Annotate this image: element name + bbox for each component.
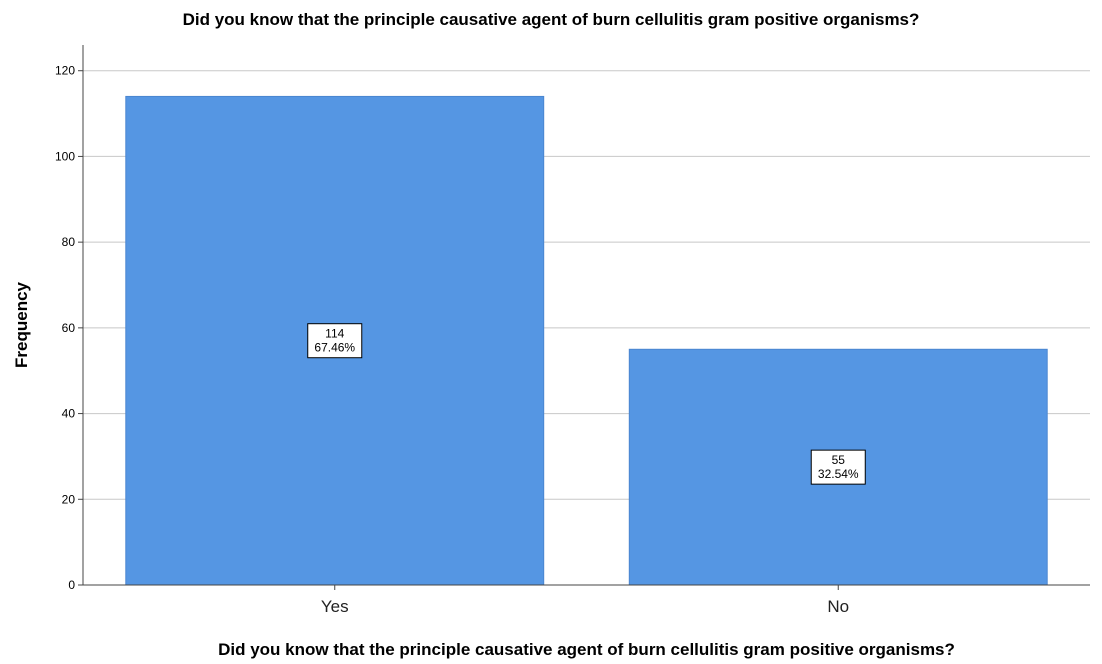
y-tick-label: 60 — [62, 321, 76, 335]
data-label-percent: 32.54% — [818, 467, 859, 481]
x-tick-label: No — [827, 597, 849, 616]
y-tick-label: 20 — [62, 492, 76, 506]
chart-title: Did you know that the principle causativ… — [182, 10, 920, 29]
x-tick-label: Yes — [321, 597, 349, 616]
data-label-percent: 67.46% — [314, 341, 355, 355]
y-tick-label: 80 — [62, 235, 76, 249]
y-axis-title: Frequency — [12, 281, 31, 368]
y-tick-label: 100 — [55, 149, 75, 163]
data-label-box — [307, 323, 363, 359]
bars — [125, 95, 1048, 586]
y-axis-ticks: 0 20 40 60 80 100 120 — [55, 64, 83, 592]
y-tick-label: 120 — [55, 64, 75, 78]
x-axis-title: Did you know that the principle causativ… — [218, 640, 955, 659]
x-axis-ticks: Yes No — [321, 585, 849, 616]
data-label-count: 114 — [325, 327, 344, 341]
data-label-box — [810, 449, 866, 485]
y-tick-label: 0 — [68, 578, 75, 592]
data-label-count: 55 — [832, 453, 846, 467]
y-tick-label: 40 — [62, 407, 76, 421]
